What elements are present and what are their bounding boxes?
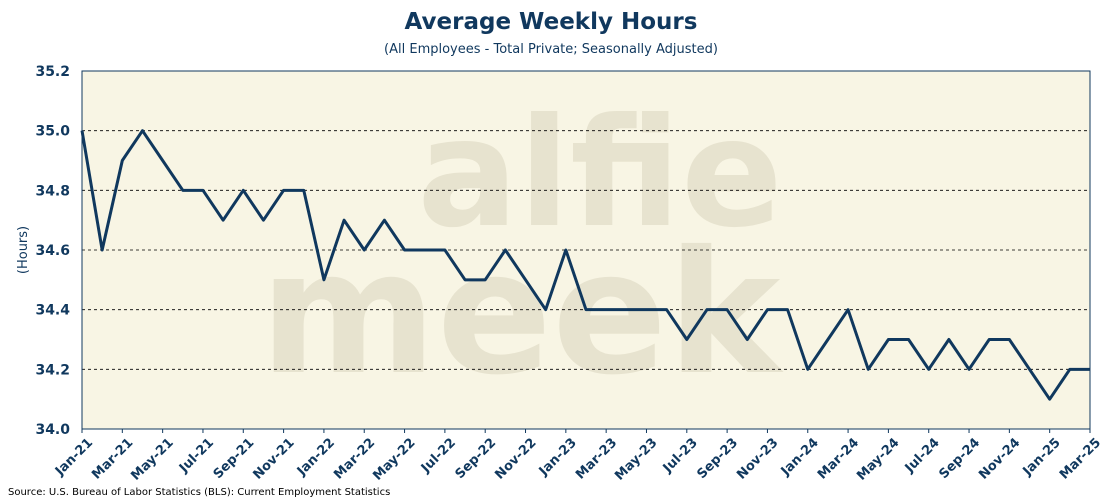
source-note: Source: U.S. Bureau of Labor Statistics … — [8, 487, 390, 498]
watermark: alfie meek — [260, 87, 785, 413]
y-tick-label: 34.2 — [35, 362, 70, 378]
x-tick-label: May-22 — [370, 435, 418, 483]
watermark-line-2: meek — [260, 215, 785, 413]
x-tick-label: Mar-21 — [89, 435, 136, 482]
gridlines — [82, 130, 1090, 370]
x-tick-label: Mar-23 — [573, 435, 620, 482]
x-tick-label: Nov-23 — [734, 435, 781, 482]
chart-subtitle: (All Employees - Total Private; Seasonal… — [384, 42, 718, 57]
watermark-line-1: alfie — [417, 87, 783, 261]
x-tick-label: Sep-21 — [211, 435, 258, 482]
y-axis-ticks: 34.0 34.2 34.4 34.6 34.8 35.0 35.2 — [35, 64, 70, 438]
y-tick-label: 35.0 — [35, 124, 70, 140]
x-tick-label: Nov-22 — [492, 435, 539, 482]
x-tick-label: May-24 — [854, 435, 902, 483]
x-tick-label: Sep-24 — [936, 435, 983, 482]
x-tick-label: Mar-22 — [331, 435, 378, 482]
y-tick-label: 34.4 — [35, 303, 70, 319]
y-tick-label: 35.2 — [35, 64, 70, 80]
x-tick-label: Sep-23 — [695, 435, 742, 482]
x-tick-label: May-21 — [128, 435, 176, 483]
y-tick-label: 34.8 — [35, 183, 70, 199]
plot-border — [81, 70, 1091, 430]
y-tick-label: 34.0 — [35, 422, 70, 438]
y-tick-label: 34.6 — [35, 243, 70, 259]
x-tick-label: Nov-24 — [976, 435, 1023, 482]
x-tick-label: Sep-22 — [453, 435, 500, 482]
x-tick-label: Mar-24 — [815, 435, 862, 482]
x-tick-label: May-23 — [612, 435, 660, 483]
x-tick-label: Nov-21 — [250, 435, 297, 482]
x-tick-label: Mar-25 — [1057, 435, 1100, 482]
series-line — [80, 129, 1090, 401]
y-axis-label: (Hours) — [16, 226, 31, 274]
series-lines — [80, 129, 1090, 401]
chart-title: Average Weekly Hours — [405, 9, 698, 35]
